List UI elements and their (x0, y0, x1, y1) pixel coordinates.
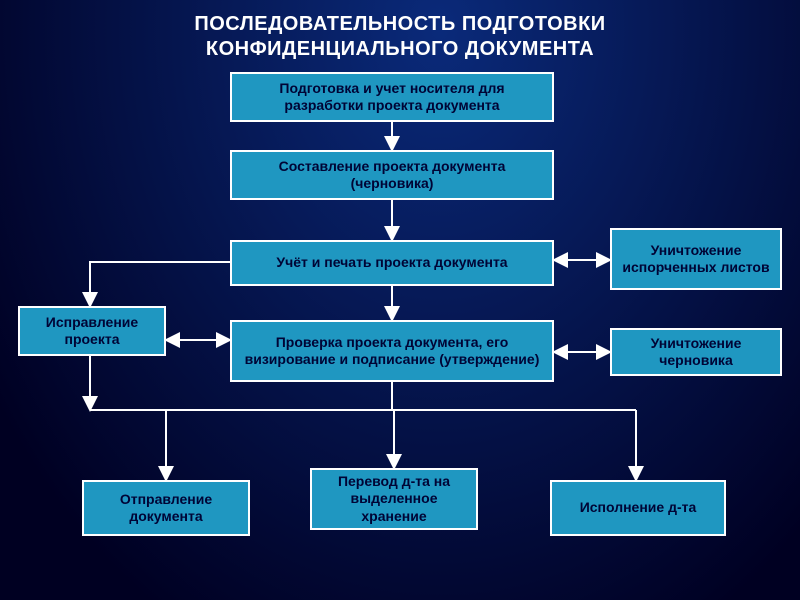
node-n2: Составление проекта документа (черновика… (230, 150, 554, 200)
node-n10: Исполнение д-та (550, 480, 726, 536)
diagram-stage: ПОСЛЕДОВАТЕЛЬНОСТЬ ПОДГОТОВКИКОНФИДЕНЦИА… (0, 0, 800, 600)
edge-n4-split (90, 382, 392, 410)
diagram-title: ПОСЛЕДОВАТЕЛЬНОСТЬ ПОДГОТОВКИКОНФИДЕНЦИА… (0, 12, 800, 62)
node-n4: Проверка проекта документа, его визирова… (230, 320, 554, 382)
node-n9: Перевод д-та на выделенное хранение (310, 468, 478, 530)
node-n8: Отправление документа (82, 480, 250, 536)
edge-n3-n7 (90, 262, 230, 306)
node-n5: Уничтожение испорченных листов (610, 228, 782, 290)
node-n6: Уничтожение черновика (610, 328, 782, 376)
node-n3: Учёт и печать проекта документа (230, 240, 554, 286)
node-n1: Подготовка и учет носителя для разработк… (230, 72, 554, 122)
node-n7: Исправление проекта (18, 306, 166, 356)
